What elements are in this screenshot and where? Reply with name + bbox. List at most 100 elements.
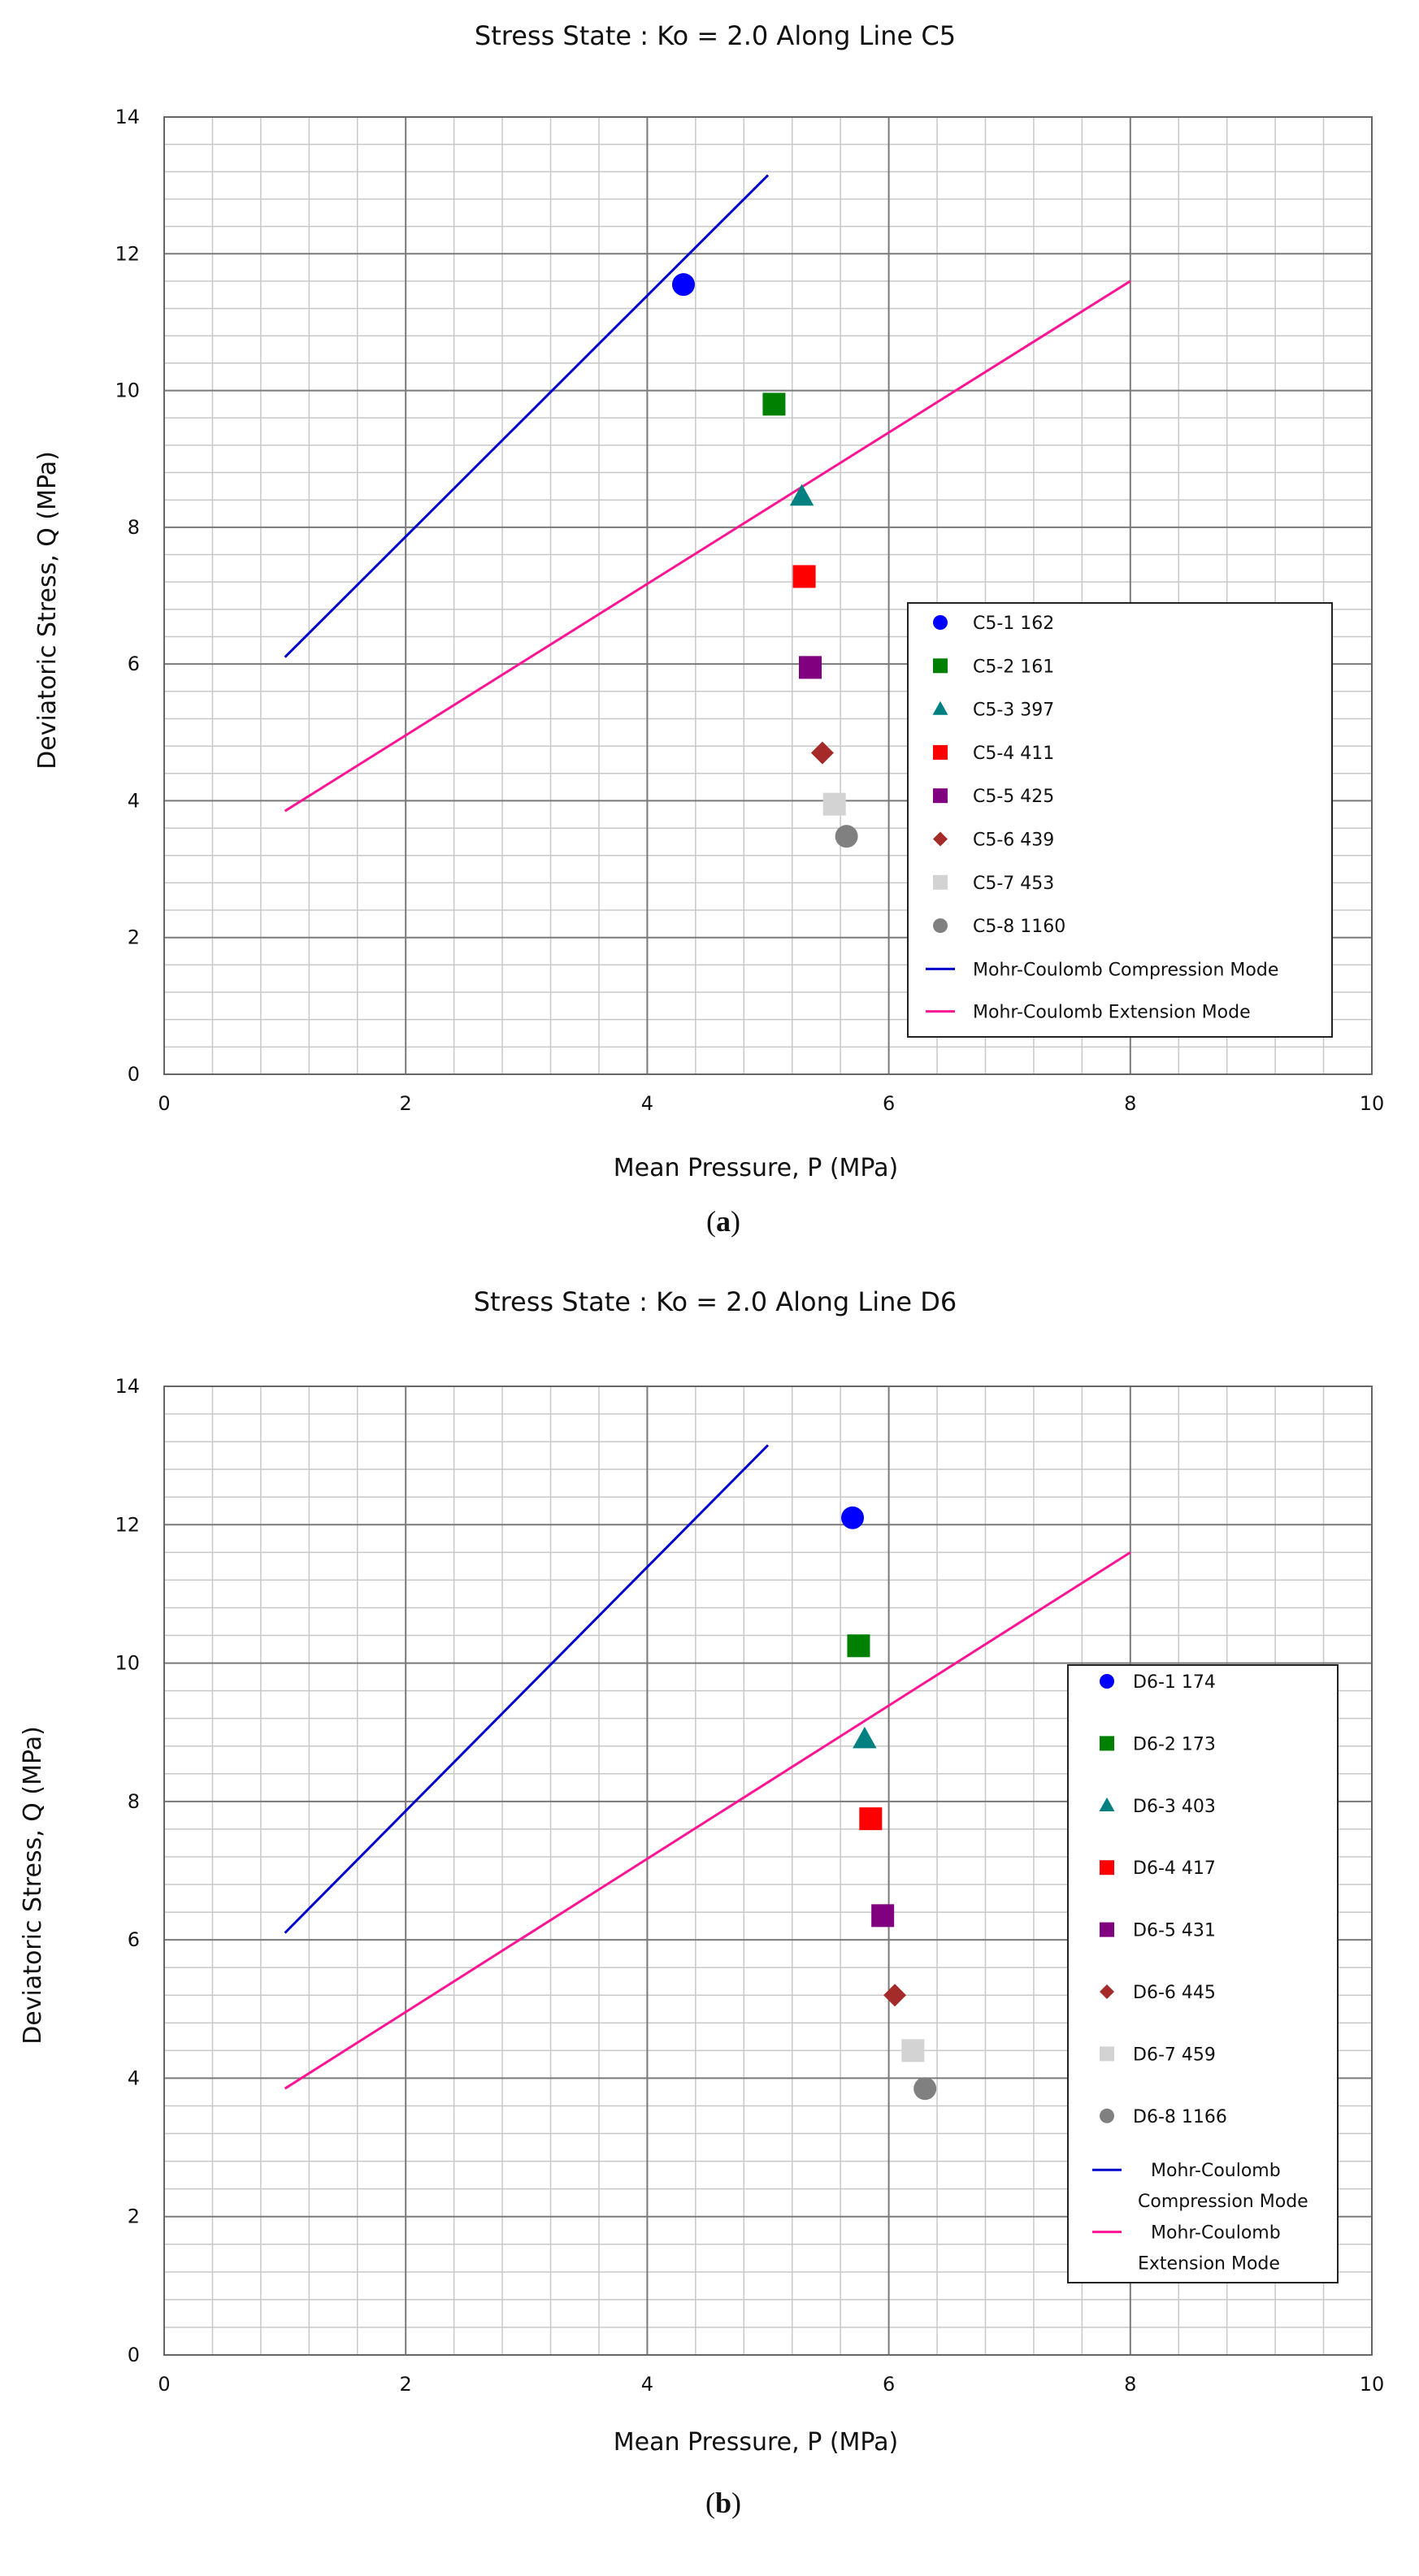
legend-label: D6-5 431 xyxy=(1133,1921,1216,1941)
x-tick-label: 0 xyxy=(158,2373,170,2396)
y-tick-label: 12 xyxy=(115,242,140,265)
chart-panel-b: Stress State : Ko = 2.0 Along Line D6 0 2 4… xyxy=(19,1286,1384,2519)
legend-label: C5-8 1160 xyxy=(973,917,1065,937)
data-point xyxy=(901,2039,925,2062)
y-tick-label: 4 xyxy=(128,789,140,812)
y-tick-label: 2 xyxy=(128,2205,140,2228)
data-point xyxy=(671,273,695,297)
legend-label: C5-4 411 xyxy=(973,744,1054,764)
legend-label: Mohr-Coulomb Compression Mode xyxy=(973,960,1278,980)
legend-label: D6-2 173 xyxy=(1133,1734,1216,1754)
y-tick-label: 14 xyxy=(115,106,140,128)
legend-label: D6-8 1166 xyxy=(1133,2107,1227,2127)
legend-label: C5-3 397 xyxy=(973,700,1054,721)
y-tick-label: 14 xyxy=(115,1375,140,1398)
legend-marker xyxy=(1100,2046,1114,2062)
x-tick-label: 2 xyxy=(400,1092,412,1115)
legend-marker xyxy=(933,788,948,804)
legend-marker xyxy=(933,744,948,760)
data-point xyxy=(913,2077,937,2101)
y-axis-label: Deviatoric Stress, Q (MPa) xyxy=(33,451,62,770)
data-point xyxy=(762,392,786,416)
data-point xyxy=(799,656,822,679)
x-tick-label: 6 xyxy=(883,1092,895,1115)
mohr-coulomb-compression-line xyxy=(284,1444,770,1934)
x-tick-label: 4 xyxy=(641,1092,653,1115)
legend-label: D6-4 417 xyxy=(1133,1858,1216,1879)
legend: C5-1 162 C5-2 161 C5-3 397 C5-4 411 C5-5 425… xyxy=(907,602,1333,1038)
legend-label: D6-6 445 xyxy=(1133,1983,1216,2003)
chart-panel-a: Stress State : Ko = 2.0 Along Line C5 0 2 4… xyxy=(33,20,1384,1238)
x-tick-label: 6 xyxy=(883,2373,895,2396)
x-axis-label: Mean Pressure, P (MPa) xyxy=(614,1154,899,1182)
y-tick-label: 6 xyxy=(128,653,140,675)
legend-marker xyxy=(1100,1984,1114,1999)
data-point xyxy=(822,792,846,816)
legend-marker xyxy=(1100,1860,1114,1876)
data-point xyxy=(871,1904,895,1928)
legend: D6-1 174 D6-2 173 D6-3 403 D6-4 417 D6-5 431… xyxy=(1067,1664,1339,2283)
mohr-coulomb-compression-line xyxy=(284,174,770,658)
x-axis-label: Mean Pressure, P (MPa) xyxy=(614,2428,899,2457)
legend-marker xyxy=(1100,1736,1114,1751)
legend-label: C5-5 425 xyxy=(973,787,1054,807)
y-tick-label: 8 xyxy=(128,516,140,539)
legend-label: C5-1 162 xyxy=(973,614,1054,634)
y-tick-label: 4 xyxy=(128,2066,140,2089)
data-point xyxy=(792,565,816,588)
legend-marker xyxy=(933,874,948,890)
y-axis-label: Deviatoric Stress, Q (MPa) xyxy=(19,1726,47,2045)
y-tick-label: 6 xyxy=(128,1928,140,1951)
data-point xyxy=(835,825,858,848)
figure-caption: (b) xyxy=(705,2487,741,2519)
legend-label: D6-7 459 xyxy=(1133,2045,1216,2065)
legend-label: Extension Mode xyxy=(1138,2254,1280,2275)
x-tick-label: 0 xyxy=(158,1092,170,1115)
legend-box xyxy=(907,602,1333,1038)
legend-label: Mohr-Coulomb Extension Mode xyxy=(973,1003,1251,1023)
x-tick-label: 10 xyxy=(1360,1092,1385,1115)
x-tick-label: 8 xyxy=(1124,2373,1136,2396)
legend-label: C5-7 453 xyxy=(973,874,1054,894)
x-tick-label: 8 xyxy=(1124,1092,1136,1115)
y-tick-label: 10 xyxy=(115,379,140,402)
legend-marker xyxy=(933,658,948,674)
legend-box xyxy=(1067,1664,1339,2283)
x-tick-label: 10 xyxy=(1360,2373,1385,2396)
legend-marker xyxy=(1099,1797,1115,1811)
legend-label: Mohr-Coulomb xyxy=(1151,2223,1281,2244)
legend-marker xyxy=(933,918,948,934)
legend-label: C5-2 161 xyxy=(973,657,1054,677)
x-tick-label: 4 xyxy=(641,2373,653,2396)
y-tick-label: 10 xyxy=(115,1652,140,1675)
y-tick-label: 8 xyxy=(128,1790,140,1813)
legend-label: C5-6 439 xyxy=(973,830,1054,851)
legend-marker xyxy=(932,700,948,715)
x-tick-label: 2 xyxy=(400,2373,412,2396)
chart-title: Stress State : Ko = 2.0 Along Line D6 xyxy=(474,1286,957,1317)
plot-border xyxy=(163,116,1373,1075)
data-point xyxy=(847,1634,870,1658)
legend-label: Compression Mode xyxy=(1138,2192,1308,2212)
y-tick-label: 0 xyxy=(128,1063,140,1086)
y-tick-label: 2 xyxy=(128,926,140,949)
data-point xyxy=(789,484,814,506)
plot-border xyxy=(163,1386,1373,2356)
data-point xyxy=(841,1506,865,1529)
data-point xyxy=(859,1807,883,1831)
y-tick-label: 12 xyxy=(115,1513,140,1536)
mohr-coulomb-extension-line xyxy=(284,1551,1131,2090)
y-tick-label: 0 xyxy=(128,2344,140,2366)
legend-marker xyxy=(1100,1922,1114,1937)
figure-caption: (a) xyxy=(706,1205,740,1238)
legend-marker xyxy=(933,831,948,847)
legend-label: Mohr-Coulomb xyxy=(1151,2161,1281,2181)
data-point xyxy=(810,741,834,765)
legend-label: D6-3 403 xyxy=(1133,1797,1216,1817)
data-point xyxy=(883,1984,907,2007)
legend-marker xyxy=(1100,2108,1114,2123)
chart-title: Stress State : Ko = 2.0 Along Line C5 xyxy=(475,20,956,51)
mohr-coulomb-extension-line xyxy=(284,280,1131,813)
data-point xyxy=(853,1726,877,1749)
